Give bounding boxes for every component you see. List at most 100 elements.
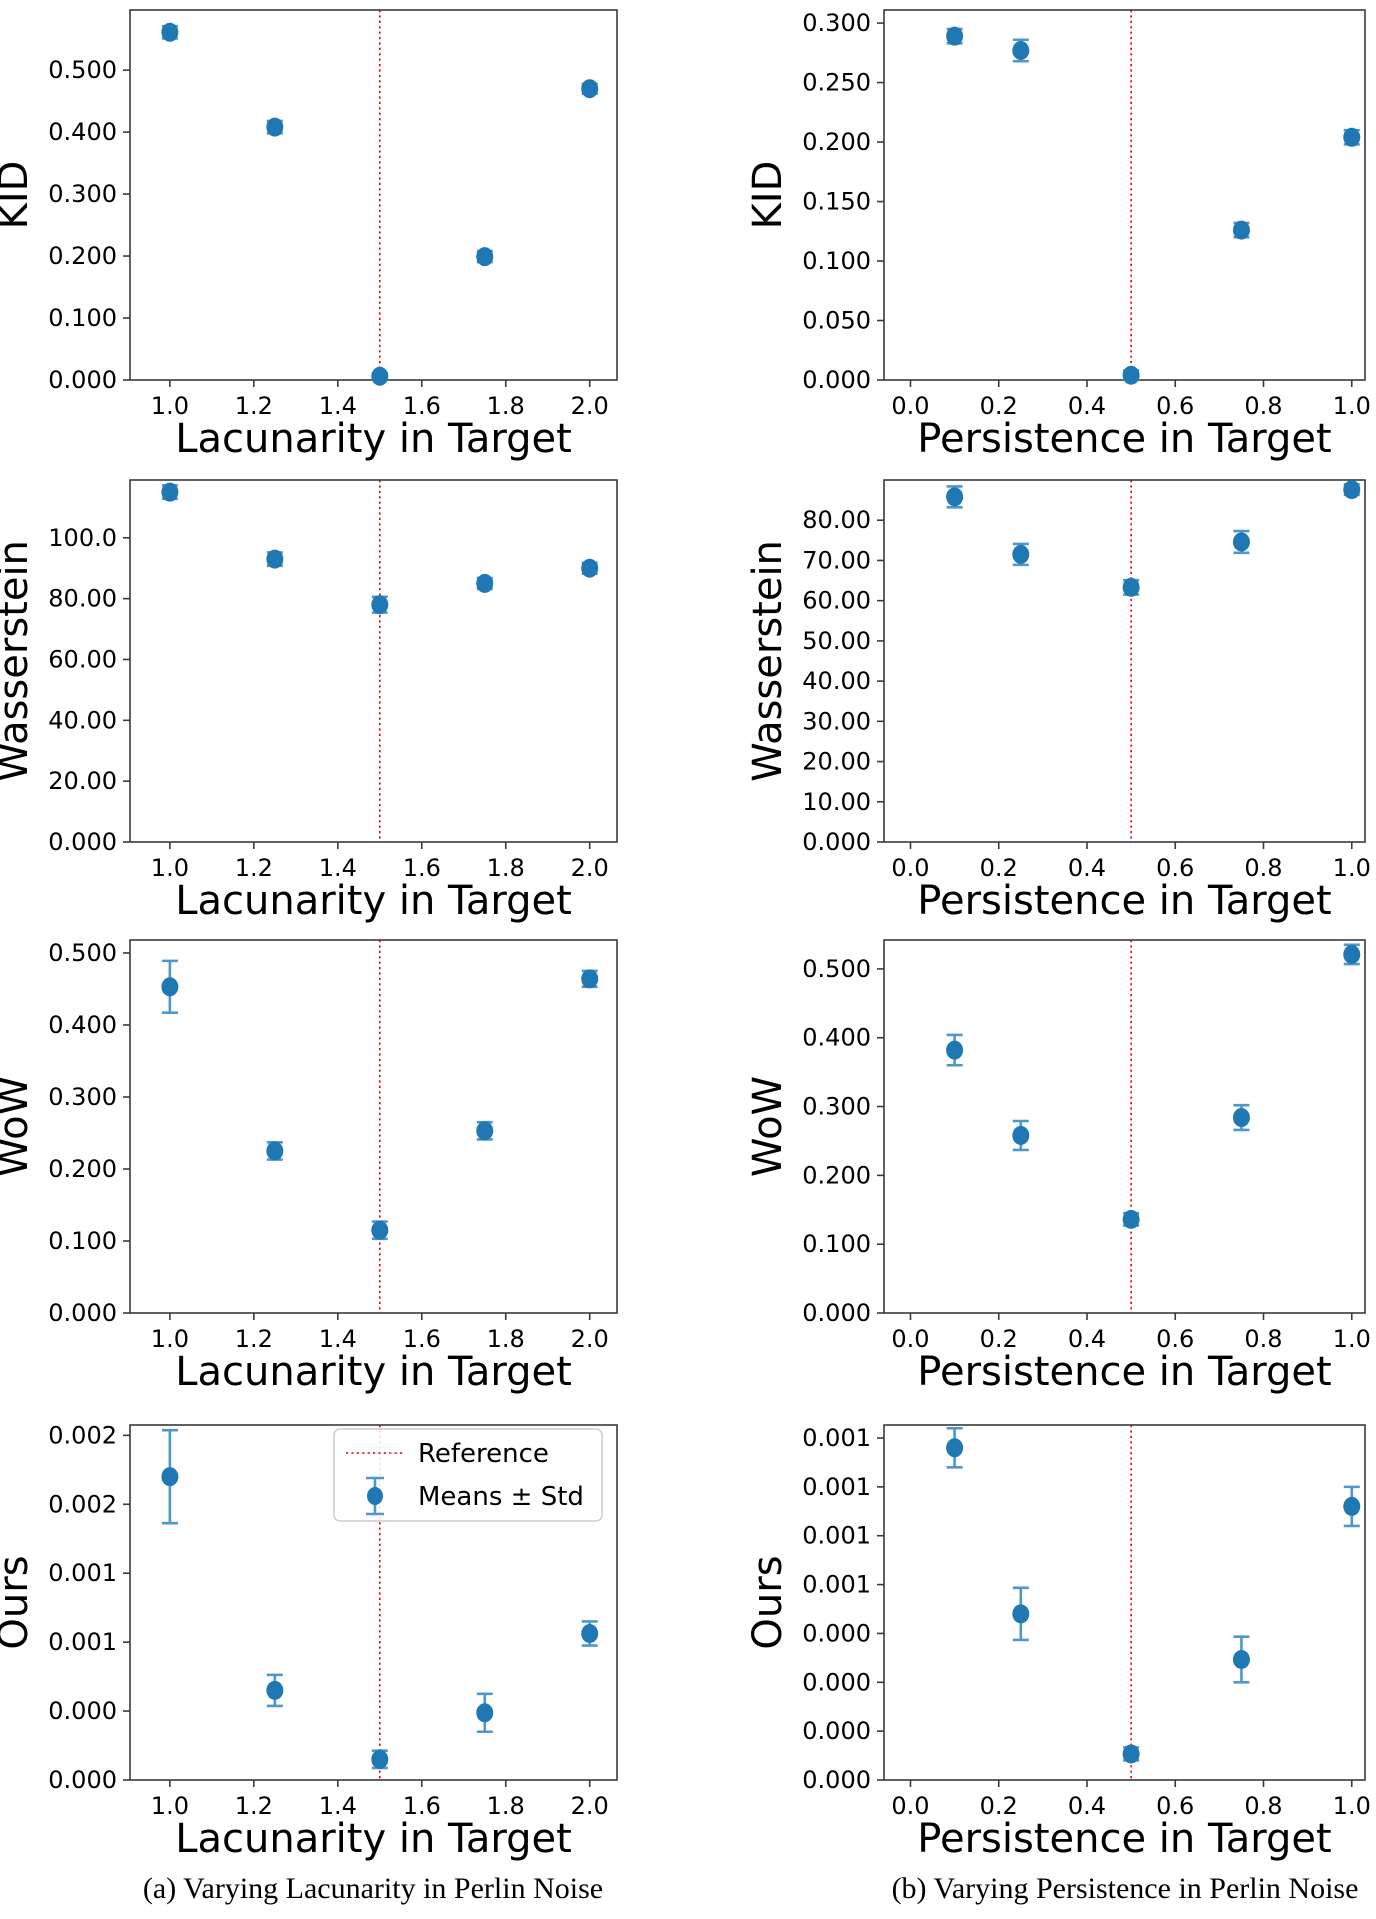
y-tick-label: 20.00: [802, 748, 871, 776]
x-axis-label: Persistence in Target: [917, 878, 1331, 924]
data-point: [371, 1749, 389, 1769]
plot-frame: [129, 9, 618, 381]
data-point: [371, 595, 389, 615]
y-tick-label: 0.100: [802, 247, 871, 275]
x-tick-label: 2.0: [571, 392, 609, 420]
x-tick-label: 0.4: [1068, 854, 1106, 882]
y-tick-label: 0.250: [802, 69, 871, 97]
x-tick-label: 1.8: [487, 392, 525, 420]
data-point: [161, 977, 179, 997]
data-point: [1343, 1496, 1361, 1516]
x-axis-label: Lacunarity in Target: [175, 416, 572, 462]
data-point: [1012, 40, 1030, 60]
y-axis-label: KID: [0, 161, 37, 230]
x-tick-label: 1.0: [1333, 1325, 1371, 1353]
data-point: [266, 1141, 284, 1161]
y-tick-label: 100.0: [48, 524, 117, 552]
x-tick-label: 0.6: [1156, 854, 1194, 882]
y-tick-label: 40.00: [48, 706, 117, 734]
data-point: [266, 549, 284, 569]
y-axis-label: KID: [745, 161, 791, 230]
data-point: [1122, 365, 1140, 385]
y-tick-label: 0.300: [48, 1083, 117, 1111]
y-tick-label: 0.100: [48, 1227, 117, 1255]
y-tick-label: 50.00: [802, 627, 871, 655]
y-tick-label: 0.000: [48, 828, 117, 856]
data-point: [161, 482, 179, 502]
x-tick-label: 0.6: [1156, 392, 1194, 420]
y-tick-label: 0.300: [802, 9, 871, 37]
y-tick-label: 0.001: [48, 1628, 117, 1656]
x-tick-label: 2.0: [571, 854, 609, 882]
x-tick-label: 1.0: [1333, 1792, 1371, 1820]
x-tick-label: 0.0: [891, 1792, 929, 1820]
data-point: [581, 1624, 599, 1644]
data-point: [946, 1040, 964, 1060]
y-tick-label: 0.300: [802, 1093, 871, 1121]
x-tick-label: 1.0: [151, 854, 189, 882]
data-point: [946, 26, 964, 46]
chart-wow-lacunarity: 1.0 1.2 1.4 1.6 1.8 2.0 0.000 0.100 0.200 0.300 0.…: [0, 939, 618, 1395]
x-tick-label: 1.6: [403, 1792, 441, 1820]
legend-box: [333, 1428, 603, 1522]
y-tick-label: 0.400: [48, 118, 117, 146]
y-tick-label: 0.400: [48, 1011, 117, 1039]
y-tick-label: 0.000: [802, 1299, 871, 1327]
data-point: [946, 487, 964, 507]
y-axis-label: Wasserstein: [745, 540, 791, 782]
x-axis-label: Lacunarity in Target: [175, 1349, 572, 1395]
data-point: [1232, 532, 1250, 552]
x-tick-label: 0.6: [1156, 1325, 1194, 1353]
data-point: [1012, 544, 1030, 564]
caption-a: (a) Varying Lacunarity in Perlin Noise: [142, 1872, 604, 1905]
y-axis-label: WoW: [0, 1076, 37, 1177]
legend: Reference Means ± Std: [333, 1428, 603, 1522]
y-tick-label: 0.200: [48, 242, 117, 270]
y-tick-label: 20.00: [48, 767, 117, 795]
x-tick-label: 1.2: [235, 1325, 273, 1353]
data-point: [1012, 1125, 1030, 1145]
y-tick-label: 0.200: [48, 1155, 117, 1183]
chart-wow-persistence: 0.0 0.2 0.4 0.6 0.8 1.0 0.000 0.100 0.200 0.300 0.…: [745, 939, 1371, 1395]
y-tick-label: 0.000: [802, 1766, 871, 1794]
y-tick-label: 0.000: [802, 1668, 871, 1696]
x-tick-label: 1.4: [319, 1325, 357, 1353]
chart-ours-persistence: 0.0 0.2 0.4 0.6 0.8 1.0 0.000 0.000 0.000 0.000 0.…: [745, 1424, 1371, 1862]
x-tick-label: 1.4: [319, 854, 357, 882]
y-tick-label: 0.000: [802, 1717, 871, 1745]
data-point: [1343, 944, 1361, 964]
plot-frame: [883, 1424, 1366, 1781]
data-point: [1122, 577, 1140, 597]
chart-kid-lacunarity: 1.0 1.2 1.4 1.6 1.8 2.0 0.000 0.100 0.200 0.300 0.…: [0, 9, 618, 462]
y-axis-label: Ours: [0, 1555, 37, 1649]
chart-kid-persistence: 0.0 0.2 0.4 0.6 0.8 1.0 0.000 0.050 0.100 0.150 0.…: [745, 9, 1371, 462]
plot-frame: [129, 479, 618, 843]
data-point: [581, 969, 599, 989]
plot-frame: [883, 9, 1366, 381]
y-tick-label: 0.500: [802, 955, 871, 983]
y-tick-label: 0.000: [802, 1619, 871, 1647]
x-tick-label: 0.8: [1244, 1325, 1282, 1353]
y-tick-label: 0.000: [48, 366, 117, 394]
x-tick-label: 0.2: [980, 1325, 1018, 1353]
x-tick-label: 0.2: [980, 854, 1018, 882]
y-tick-label: 0.001: [802, 1473, 871, 1501]
y-tick-label: 30.00: [802, 707, 871, 735]
x-axis-label: Lacunarity in Target: [175, 1816, 572, 1862]
x-tick-label: 1.8: [487, 854, 525, 882]
x-tick-label: 1.2: [235, 854, 273, 882]
x-tick-label: 0.8: [1244, 854, 1282, 882]
y-tick-label: 10.00: [802, 788, 871, 816]
y-tick-label: 0.001: [48, 1559, 117, 1587]
data-point: [371, 366, 389, 386]
data-point: [946, 1438, 964, 1458]
data-point: [1122, 1209, 1140, 1229]
x-tick-label: 0.4: [1068, 1325, 1106, 1353]
y-tick-label: 0.002: [48, 1421, 117, 1449]
x-tick-label: 1.0: [151, 1792, 189, 1820]
x-tick-label: 1.2: [235, 392, 273, 420]
y-tick-label: 0.100: [802, 1230, 871, 1258]
x-axis-label: Persistence in Target: [917, 1349, 1331, 1395]
y-tick-label: 0.000: [802, 828, 871, 856]
